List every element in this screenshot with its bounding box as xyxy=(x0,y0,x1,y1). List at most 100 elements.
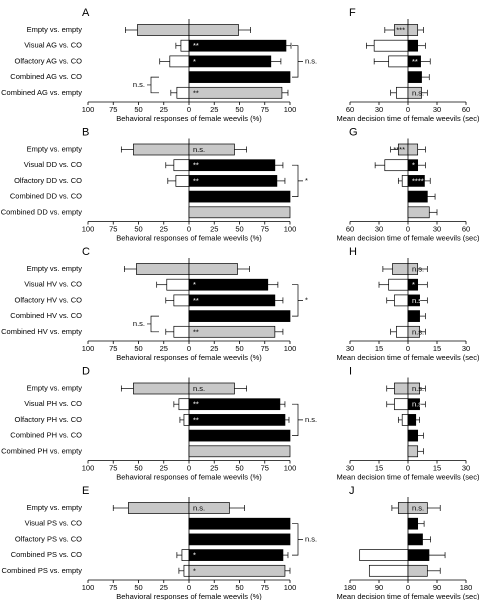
bar xyxy=(407,71,422,83)
x-tick-label: 25 xyxy=(210,583,218,592)
category-label: Empty vs. empty xyxy=(27,503,83,512)
x-tick-label: 25 xyxy=(160,344,168,353)
x-tick-label: 0 xyxy=(187,583,191,592)
bar xyxy=(188,55,272,68)
bar xyxy=(188,294,276,307)
bar xyxy=(188,175,278,187)
panel-letter: J xyxy=(349,485,355,497)
x-tick-label: 25 xyxy=(160,583,168,592)
significance-label: n.s. xyxy=(412,296,424,305)
bar xyxy=(188,517,291,530)
bar xyxy=(368,564,409,577)
bar xyxy=(188,310,291,322)
panel-letter: D xyxy=(82,365,90,377)
category-label: Combined AG vs. CO xyxy=(10,72,82,81)
x-tick-label: 75 xyxy=(109,583,117,592)
bar xyxy=(388,278,409,291)
category-label: Empty vs. empty xyxy=(27,264,83,273)
significance-label: * xyxy=(412,161,415,170)
x-tick-label: 90 xyxy=(375,583,383,592)
significance-label: ** xyxy=(193,296,199,305)
bar xyxy=(188,24,239,36)
x-tick-label: 60 xyxy=(346,224,354,233)
significance-label: n.s. xyxy=(193,503,205,512)
bar xyxy=(407,564,428,577)
significance-label: * xyxy=(193,280,196,289)
bar xyxy=(373,39,409,52)
x-tick-label: 15 xyxy=(375,344,383,353)
bar xyxy=(166,278,190,291)
significance-label: *** xyxy=(396,25,405,34)
x-tick-label: 25 xyxy=(210,344,218,353)
significance-label: * xyxy=(193,566,196,575)
x-tick-label: 50 xyxy=(134,224,142,233)
bracket xyxy=(147,76,159,94)
bar xyxy=(178,398,190,411)
significance-label: * xyxy=(412,280,415,289)
bar xyxy=(188,190,291,203)
x-tick-label: 50 xyxy=(235,224,243,233)
x-tick-label: 75 xyxy=(261,224,269,233)
panel-letter: F xyxy=(349,7,356,19)
category-label: Olfactory AG vs. CO xyxy=(14,56,82,65)
x-tick-label: 0 xyxy=(406,463,410,472)
bar xyxy=(133,143,190,156)
bar xyxy=(407,190,428,203)
x-tick-label: 75 xyxy=(109,224,117,233)
x-tick-label: 15 xyxy=(375,463,383,472)
panel-letter: H xyxy=(349,246,357,258)
significance-label: n.s. xyxy=(412,88,424,97)
significance-label: **** xyxy=(412,176,424,185)
bracket-label: n.s. xyxy=(133,319,145,328)
x-tick-label: 0 xyxy=(187,463,191,472)
bar xyxy=(188,86,283,99)
bar xyxy=(394,294,409,307)
x-tick-label: 100 xyxy=(82,344,95,353)
x-tick-label: 50 xyxy=(134,583,142,592)
bar xyxy=(137,24,190,36)
bracket-label: n.s. xyxy=(305,534,317,543)
bar xyxy=(128,502,190,514)
bar xyxy=(181,549,190,561)
x-tick-label: 0 xyxy=(187,105,191,114)
x-tick-label: 100 xyxy=(82,583,95,592)
bar xyxy=(407,206,430,219)
category-label: Combined DD vs. empty xyxy=(1,207,83,216)
bracket-label: n.s. xyxy=(133,80,145,89)
category-label: Olfactory PH vs. CO xyxy=(14,415,82,424)
bar xyxy=(401,175,409,187)
x-tick-label: 30 xyxy=(433,224,441,233)
bracket xyxy=(147,315,159,333)
x-axis-label: Behavioral responses of female weevils (… xyxy=(116,592,262,600)
category-label: Empty vs. empty xyxy=(27,144,83,153)
bar xyxy=(407,429,419,442)
significance-label: ** xyxy=(193,415,199,424)
bar xyxy=(188,398,281,411)
significance-label: * xyxy=(193,57,196,66)
x-tick-label: 30 xyxy=(433,105,441,114)
x-tick-label: 100 xyxy=(82,224,95,233)
bar xyxy=(397,502,409,514)
bar xyxy=(175,175,190,187)
x-tick-label: 75 xyxy=(261,463,269,472)
x-tick-label: 75 xyxy=(261,344,269,353)
x-axis-label: Mean decision time of female weevils (se… xyxy=(337,472,480,481)
significance-label: **** xyxy=(393,145,405,154)
x-tick-label: 50 xyxy=(134,463,142,472)
bar xyxy=(394,382,409,395)
bracket xyxy=(292,45,303,78)
bar xyxy=(359,549,409,561)
significance-label: * xyxy=(193,551,196,560)
bar xyxy=(407,310,420,322)
bar xyxy=(407,549,430,561)
significance-label: ** xyxy=(193,161,199,170)
x-tick-label: 0 xyxy=(406,105,410,114)
significance-label: ** xyxy=(193,176,199,185)
x-tick-label: 15 xyxy=(433,463,441,472)
x-axis-label: Behavioral responses of female weevils (… xyxy=(116,472,262,481)
significance-label: ** xyxy=(193,327,199,336)
bracket-label: * xyxy=(305,295,308,304)
bar xyxy=(188,414,286,426)
bar xyxy=(188,159,276,172)
